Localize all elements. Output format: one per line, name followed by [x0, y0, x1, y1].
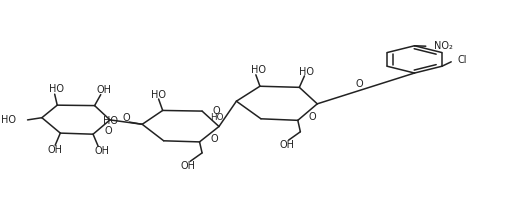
Text: O: O [104, 126, 112, 136]
Text: HO: HO [151, 90, 166, 100]
Text: O: O [122, 113, 130, 123]
Text: OH: OH [95, 146, 110, 156]
Text: OH: OH [48, 145, 63, 155]
Text: HO: HO [210, 113, 223, 122]
Text: HO: HO [252, 65, 266, 75]
Text: HO: HO [103, 116, 117, 126]
Text: OH: OH [181, 161, 196, 171]
Text: Cl: Cl [457, 55, 467, 65]
Text: O: O [309, 112, 316, 122]
Text: HO: HO [1, 115, 16, 125]
Text: OH: OH [279, 139, 294, 150]
Text: O: O [356, 79, 363, 90]
Text: O: O [212, 106, 220, 116]
Text: HO: HO [49, 84, 64, 94]
Text: O: O [210, 134, 218, 144]
Text: OH: OH [97, 85, 111, 95]
Text: HO: HO [299, 66, 314, 77]
Text: NO₂: NO₂ [434, 41, 453, 51]
